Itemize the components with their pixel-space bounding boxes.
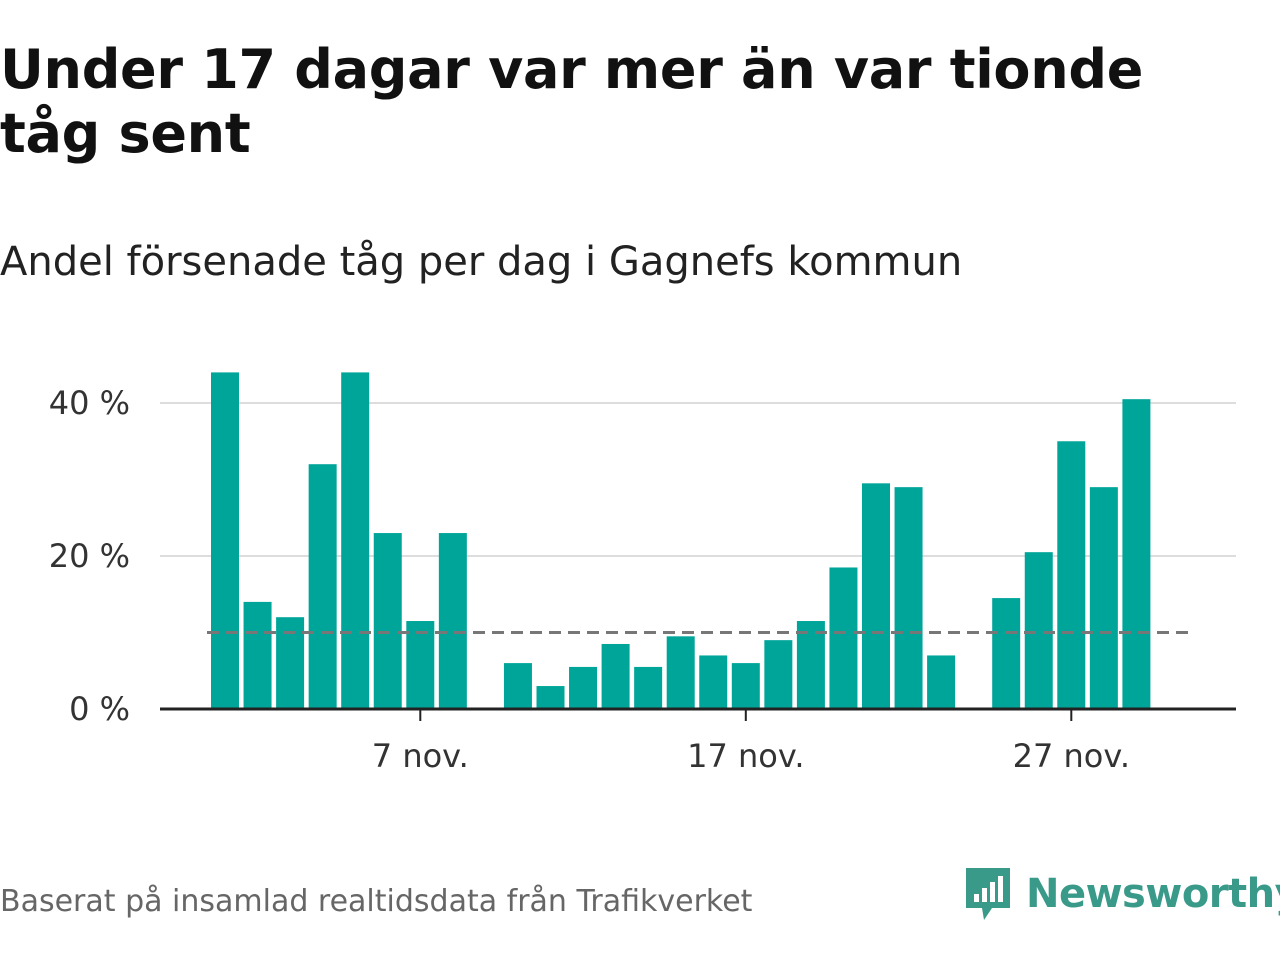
bar-chart: 0 % 20 % 40 % 7 nov. 17 nov. 27 nov. [49,372,1236,775]
bar [536,686,565,709]
bar [764,640,793,709]
newsworthy-logo-icon [966,868,1010,920]
bar [1089,487,1118,709]
bar [276,617,305,709]
bar [308,464,337,709]
newsworthy-logo: Newsworthy [962,862,1280,926]
x-tick-label: 17 nov. [687,737,804,775]
bar [862,483,890,709]
bar [503,663,532,709]
bar [1057,441,1086,709]
bar [1024,552,1053,709]
y-tick-label: 20 % [49,537,130,575]
bar [1122,399,1151,709]
y-tick-label: 0 % [69,690,130,728]
chart-title: Under 17 dagar var mer än var tionde tåg… [0,38,1144,165]
bar [243,601,272,709]
source-note: Baserat på insamlad realtidsdata från Tr… [0,884,753,919]
x-tick-label: 7 nov. [372,737,469,775]
brand-name: Newsworthy [1026,871,1280,917]
bar [601,643,630,709]
bar [796,621,825,709]
bar [927,655,956,709]
bar [406,621,435,709]
bar [211,372,239,709]
x-tick-label: 27 nov. [1013,737,1130,775]
bar [634,666,663,709]
bar [894,487,923,709]
bar [438,533,467,709]
bar [731,663,760,709]
bar [699,655,728,709]
chart-subtitle: Andel försenade tåg per dag i Gagnefs ko… [0,239,963,285]
bar [992,598,1021,709]
bar [373,533,402,709]
bar [829,567,858,709]
bar [569,666,598,709]
bar [666,636,695,709]
y-tick-label: 40 % [49,384,130,422]
bar [341,372,370,709]
